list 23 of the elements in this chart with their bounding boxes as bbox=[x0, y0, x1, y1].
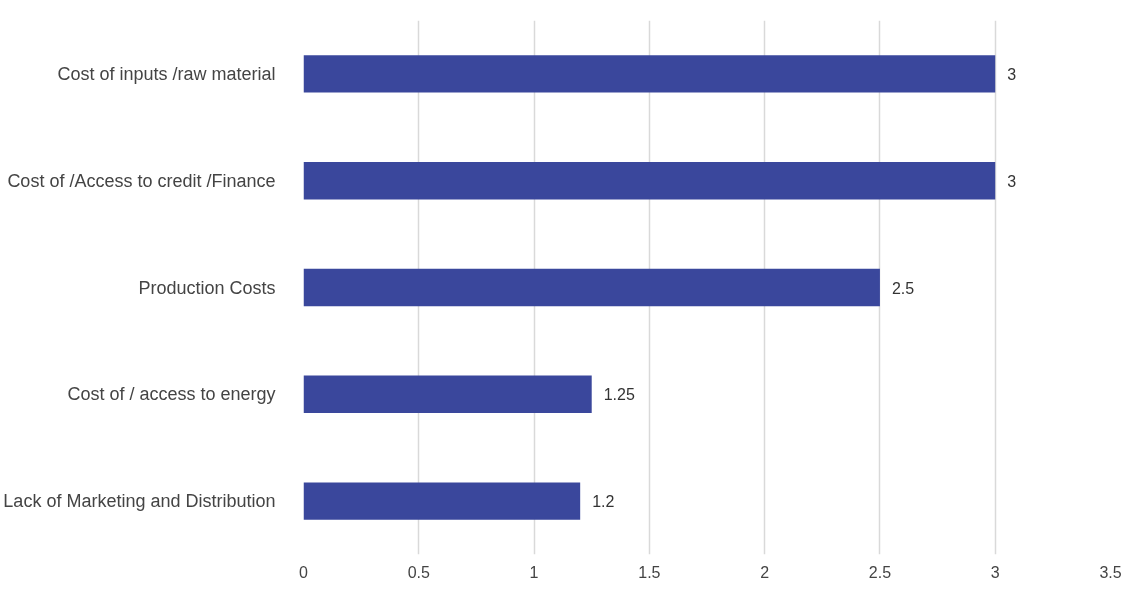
y-tick-label: Cost of inputs /raw material bbox=[57, 63, 276, 84]
bar bbox=[303, 375, 592, 413]
y-tick-label: Cost of /Access to credit /Finance bbox=[7, 170, 276, 191]
data-label: 1.2 bbox=[592, 493, 615, 511]
bar bbox=[303, 482, 581, 520]
x-tick-label: 1 bbox=[529, 563, 539, 581]
x-tick-label: 2.5 bbox=[868, 563, 892, 581]
bar bbox=[303, 268, 880, 307]
y-tick-label: Lack of Marketing and Distribution bbox=[3, 491, 276, 512]
x-tick-label: 1.5 bbox=[638, 563, 661, 581]
bar bbox=[303, 55, 996, 93]
data-label: 1.25 bbox=[603, 386, 635, 404]
x-tick-label: 0.5 bbox=[407, 563, 431, 581]
x-tick-label: 0 bbox=[299, 563, 309, 581]
y-tick-label: Production Costs bbox=[138, 277, 276, 298]
x-tick-label: 3.5 bbox=[1099, 563, 1122, 581]
y-tick-label: Cost of / access to energy bbox=[67, 384, 276, 405]
data-label: 2.5 bbox=[891, 279, 915, 297]
data-label: 3 bbox=[1007, 65, 1017, 83]
x-tick-label: 2 bbox=[760, 563, 770, 581]
x-tick-label: 3 bbox=[990, 563, 1000, 581]
data-label: 3 bbox=[1007, 172, 1017, 190]
bar bbox=[303, 162, 996, 200]
